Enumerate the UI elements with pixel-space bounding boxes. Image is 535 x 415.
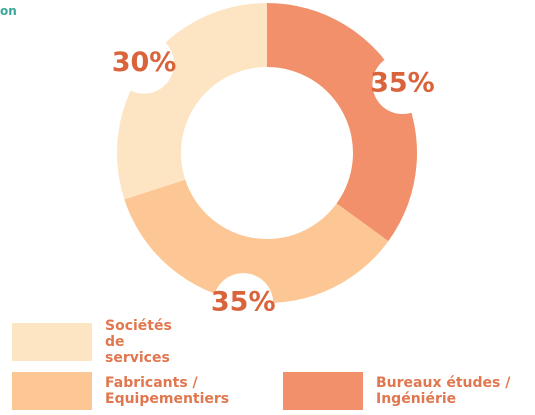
label-backdrop bbox=[114, 33, 175, 94]
legend-item: Sociétés de services bbox=[12, 318, 191, 366]
caption: on bbox=[0, 4, 17, 18]
legend-swatch bbox=[12, 323, 92, 361]
legend-label: Sociétés de services bbox=[105, 318, 172, 366]
legend-item: Fabricants / Equipementiers bbox=[12, 372, 230, 410]
label-backdrop bbox=[372, 53, 433, 114]
wedge bbox=[124, 179, 389, 303]
label-backdrop bbox=[213, 273, 274, 334]
wedge bbox=[267, 3, 417, 242]
value-label: 30% bbox=[112, 47, 177, 78]
legend-item: Bureaux études / Ingéniérie bbox=[283, 372, 535, 410]
value-label: 35% bbox=[211, 287, 276, 318]
value-label: 35% bbox=[370, 67, 435, 98]
legend-label: Fabricants / Equipementiers bbox=[105, 375, 230, 407]
legend-swatch bbox=[283, 372, 363, 410]
legend-swatch bbox=[12, 372, 92, 410]
wedge bbox=[116, 3, 267, 200]
legend-label: Bureaux études / Ingéniérie bbox=[376, 375, 511, 407]
